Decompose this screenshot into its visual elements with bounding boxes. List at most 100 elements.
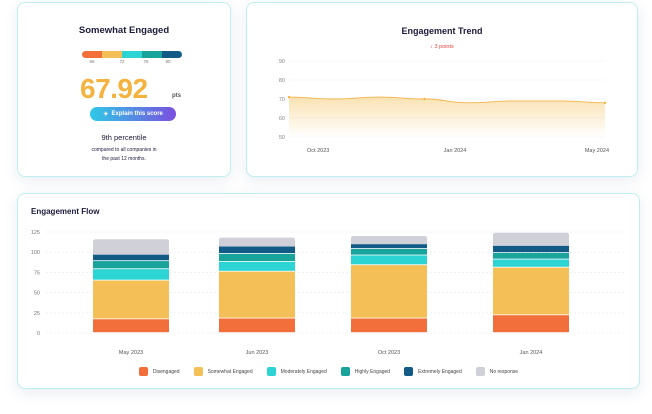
- flow-bar-stack: [219, 237, 295, 333]
- flow-bar-segment: [493, 232, 569, 246]
- trend-y-tick: 60: [279, 116, 285, 122]
- percentile-desc-line: the past 12 months.: [102, 155, 146, 162]
- flow-y-tick: 75: [34, 270, 40, 276]
- flow-bar-segment: [351, 255, 427, 265]
- sparkle-icon: ✦: [103, 111, 109, 118]
- trend-x-label: Jan 2024: [444, 148, 467, 154]
- flow-bar-segment: [493, 267, 569, 315]
- trend-point: [603, 101, 607, 105]
- flow-bar-segment: [493, 315, 569, 333]
- legend-item-disengaged[interactable]: Disengaged: [138, 367, 180, 376]
- trend-y-tick: 80: [279, 78, 285, 84]
- trend-delta: ↓ 3 points: [247, 44, 637, 50]
- flow-bar-segment: [219, 253, 295, 262]
- percentile-desc-line: compared to all companies in: [91, 147, 157, 153]
- trend-point: [423, 97, 426, 101]
- legend-item-moderately-engaged[interactable]: Moderately Engaged: [266, 367, 327, 376]
- flow-bar-stack: [351, 236, 427, 333]
- legend-item-highly-engaged[interactable]: Highly Engaged: [340, 367, 391, 376]
- legend-swatch: [193, 367, 203, 376]
- flow-bar-segment: [93, 261, 169, 269]
- legend-item-somewhat-engaged[interactable]: Somewhat Engaged: [193, 367, 253, 376]
- legend-label: Highly Engaged: [354, 368, 391, 375]
- flow-y-tick: 125: [31, 230, 40, 236]
- percentile-description: compared to all companies in the past 12…: [18, 146, 230, 163]
- flow-x-label: Jun 2023: [246, 350, 269, 356]
- trend-delta-text: 3 points: [434, 44, 454, 50]
- scale-segment-highly: [142, 51, 162, 58]
- flow-bar-segment: [351, 236, 427, 245]
- flow-y-tick: 50: [34, 291, 40, 297]
- flow-x-label: Jan 2024: [520, 350, 543, 356]
- legend-swatch: [475, 367, 485, 376]
- trend-x-label: Oct 2023: [307, 148, 329, 154]
- score-unit: pts: [172, 93, 181, 99]
- score-scale-bar: [82, 51, 182, 58]
- arrow-down-icon: ↓: [430, 44, 433, 50]
- legend-label: Somewhat Engaged: [207, 368, 253, 375]
- trend-title: Engagement Trend: [401, 26, 483, 36]
- flow-legend: Disengaged Somewhat Engaged Moderately E…: [18, 367, 639, 376]
- flow-bar-segment: [219, 261, 295, 271]
- flow-bar-segment: [493, 259, 569, 267]
- trend-y-tick: 70: [279, 97, 285, 103]
- flow-title: Engagement Flow: [31, 207, 100, 216]
- legend-label: Extremely Engaged: [418, 368, 462, 375]
- flow-y-tick: 100: [31, 250, 40, 256]
- trend-point: [287, 95, 291, 99]
- flow-bar-segment: [351, 248, 427, 255]
- score-value: 67.92: [80, 73, 148, 104]
- flow-y-tick: 25: [34, 311, 40, 317]
- scale-ticks: 56 72 76 80: [82, 59, 182, 67]
- legend-swatch: [266, 367, 276, 376]
- legend-swatch: [138, 367, 148, 376]
- flow-bar-segment: [219, 318, 295, 333]
- flow-bar-segment: [493, 253, 569, 259]
- flow-bar-segment: [93, 269, 169, 280]
- engagement-flow-card: Engagement Flow 0 25 50 75 100 125 May 2023 Jun…: [17, 193, 640, 389]
- flow-y-tick: 0: [37, 331, 40, 337]
- scale-segment-disengaged: [82, 51, 102, 58]
- trend-y-tick: 50: [279, 135, 285, 141]
- explain-score-button[interactable]: ✦ Explain this score: [90, 107, 176, 121]
- scale-segment-moderately: [122, 51, 142, 58]
- scale-segment-somewhat: [102, 51, 122, 58]
- explain-score-label: Explain this score: [111, 111, 163, 117]
- flow-bar-segment: [93, 239, 169, 255]
- flow-bar-segment: [493, 245, 569, 253]
- flow-bar-segment: [93, 280, 169, 319]
- flow-bar-stack: [93, 239, 169, 333]
- legend-item-extremely-engaged[interactable]: Extremely Engaged: [404, 367, 462, 376]
- trend-y-tick: 90: [279, 59, 285, 65]
- legend-label: Moderately Engaged: [280, 368, 327, 375]
- engagement-trend-card: Engagement Trend ↓ 3 points 50 60 70 80 90 Oc…: [246, 2, 638, 177]
- flow-bar-segment: [351, 265, 427, 318]
- legend-label: Disengaged: [152, 368, 180, 375]
- legend-label: No response: [489, 368, 519, 375]
- trend-area: [289, 97, 605, 137]
- scale-tick: 76: [143, 59, 149, 64]
- score-title: Somewhat Engaged: [78, 25, 170, 36]
- legend-swatch: [340, 367, 350, 376]
- flow-x-label: Oct 2023: [378, 350, 400, 356]
- flow-bar-stack: [493, 232, 569, 333]
- flow-bar-segment: [351, 244, 427, 249]
- flow-bar-segment: [219, 246, 295, 254]
- flow-x-label: May 2023: [119, 350, 143, 356]
- score-card: Somewhat Engaged 56 72 76 80 67.92 pts ✦…: [17, 2, 231, 177]
- flow-bar-segment: [219, 237, 295, 247]
- flow-bar-segment: [351, 318, 427, 333]
- scale-tick: 80: [165, 59, 171, 64]
- percentile-value: 9th percentile: [101, 133, 147, 142]
- trend-chart: 50 60 70 80 90 Oct 2023 Jan 2024 May 2024: [279, 59, 609, 154]
- legend-swatch: [404, 367, 414, 376]
- flow-bar-segment: [93, 319, 169, 333]
- scale-tick: 72: [119, 59, 125, 64]
- flow-bar-segment: [93, 254, 169, 261]
- scale-tick: 56: [89, 59, 95, 64]
- legend-item-no-response[interactable]: No response: [475, 367, 519, 376]
- flow-chart: 0 25 50 75 100 125 May 2023 Jun 2023 Oct 2023 Jan…: [31, 230, 624, 356]
- scale-segment-extremely: [162, 51, 182, 58]
- trend-line: [288, 96, 606, 104]
- trend-x-label: May 2024: [585, 148, 609, 154]
